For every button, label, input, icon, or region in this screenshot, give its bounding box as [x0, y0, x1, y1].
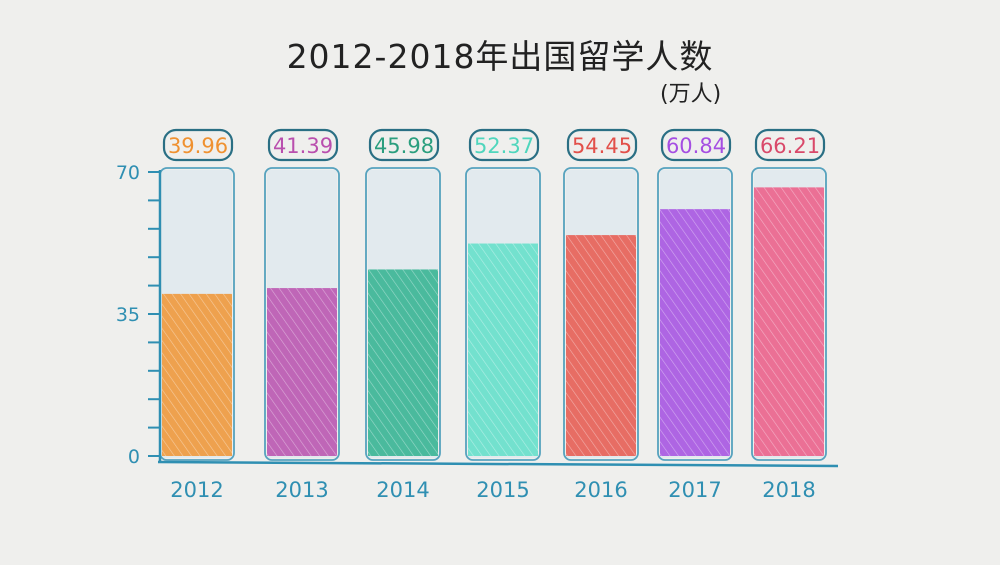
bar-group: 60.84 2017: [657, 128, 733, 502]
data-label: 52.37: [474, 134, 534, 158]
bar-outline: [365, 167, 441, 461]
bar-outline: [657, 167, 733, 461]
bar-outline: [563, 167, 639, 461]
y-tick-label: 70: [116, 162, 140, 184]
x-tick-label: 2018: [762, 478, 815, 502]
data-label-box: [566, 128, 638, 162]
bar-2012: [162, 293, 232, 456]
x-tick-label: 2017: [668, 478, 721, 502]
data-label: 54.45: [572, 134, 632, 158]
x-axis-line: [157, 460, 839, 468]
bar-outline: [159, 167, 235, 461]
y-tick-label: 0: [128, 446, 140, 468]
x-tick-label: 2013: [275, 478, 328, 502]
bar-2018: [754, 187, 824, 456]
data-label-box: [368, 128, 440, 162]
chart-title: 2012-2018年出国留学人数: [286, 37, 714, 76]
bar-2015: [468, 243, 538, 456]
bar-2017: [660, 209, 730, 456]
data-label-box: [754, 128, 826, 162]
bar-2013: [267, 288, 337, 456]
data-label-box: [468, 128, 540, 162]
data-label-box: [162, 128, 234, 162]
bar-2014: [368, 269, 438, 456]
data-label: 45.98: [374, 134, 434, 158]
data-label: 41.39: [273, 134, 333, 158]
data-label-box: [660, 128, 732, 162]
unit-label: (万人): [660, 82, 722, 107]
data-label: 66.21: [760, 134, 820, 158]
bar-group: 52.37 2015: [465, 128, 541, 502]
x-tick-label: 2015: [476, 478, 529, 502]
bar-group: 45.98 2014: [365, 128, 441, 502]
bar-2016: [566, 235, 636, 456]
bar-outline: [264, 167, 340, 461]
x-tick-label: 2014: [376, 478, 429, 502]
data-label: 60.84: [666, 134, 726, 158]
data-label-box: [267, 128, 339, 162]
bar-outline: [465, 167, 541, 461]
bar-group: 41.39 2013: [264, 128, 340, 502]
bar-group: 66.21 2018: [751, 128, 827, 502]
bar-group: 39.96 2012: [159, 128, 235, 502]
data-label: 39.96: [168, 134, 228, 158]
bar-outline: [751, 167, 827, 461]
bar-group: 54.45 2016: [563, 128, 639, 502]
y-tick-label: 35: [116, 304, 140, 326]
x-tick-label: 2012: [170, 478, 223, 502]
x-tick-label: 2016: [574, 478, 627, 502]
